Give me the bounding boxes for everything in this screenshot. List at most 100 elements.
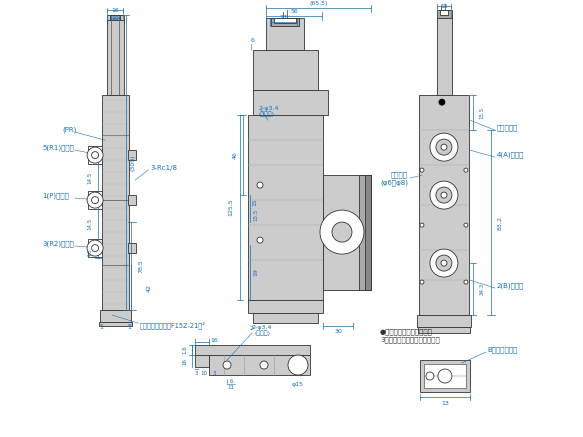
Bar (128, 195, 136, 205)
Text: (65.5): (65.5) (310, 1, 328, 6)
Circle shape (438, 369, 452, 383)
Bar (417, 315, 471, 327)
Text: 2(B)ポート: 2(B)ポート (497, 283, 524, 289)
Text: 4.5: 4.5 (87, 249, 93, 257)
Bar (420, 360, 470, 392)
Circle shape (92, 245, 99, 252)
Bar (107, 15, 124, 23)
Text: B側手動ボタン: B側手動ボタン (487, 347, 517, 354)
Bar (195, 355, 209, 367)
Text: (300): (300) (131, 154, 136, 171)
Circle shape (464, 223, 468, 227)
Text: 3: 3 (212, 371, 216, 375)
Bar (418, 327, 470, 333)
Circle shape (223, 361, 231, 369)
Text: 15.5: 15.5 (479, 107, 484, 119)
Circle shape (420, 168, 424, 172)
Text: 6: 6 (229, 378, 233, 384)
Circle shape (430, 181, 458, 209)
Circle shape (320, 210, 364, 254)
Text: 34.3: 34.3 (479, 283, 484, 295)
Text: 両用継手: 両用継手 (391, 172, 408, 178)
Circle shape (441, 144, 447, 150)
Text: 15: 15 (252, 198, 258, 206)
Text: 27: 27 (279, 15, 287, 20)
Text: 15: 15 (440, 3, 448, 9)
Bar (88, 146, 102, 164)
Circle shape (436, 187, 452, 203)
Bar (323, 175, 371, 290)
Bar (128, 243, 136, 253)
Text: φ15: φ15 (292, 382, 304, 386)
Bar (102, 95, 129, 310)
Bar (266, 18, 304, 50)
Text: 3ポジション、タンデムの場合: 3ポジション、タンデムの場合 (380, 337, 440, 343)
Circle shape (92, 197, 99, 204)
Text: 78.5: 78.5 (139, 259, 143, 273)
Text: 16: 16 (111, 8, 119, 13)
Circle shape (260, 361, 268, 369)
Text: 56: 56 (290, 9, 298, 14)
Text: 15.5: 15.5 (254, 209, 258, 221)
Circle shape (441, 260, 447, 266)
Text: 3: 3 (194, 371, 198, 375)
Text: 2: 2 (249, 326, 253, 330)
Circle shape (92, 152, 99, 159)
Bar (359, 175, 371, 290)
Text: 5(R1)ポート: 5(R1)ポート (42, 145, 74, 152)
Circle shape (426, 372, 434, 380)
Text: 1.6: 1.6 (182, 346, 188, 354)
Text: 手動ボタン: 手動ボタン (497, 125, 518, 132)
Text: 13: 13 (441, 401, 449, 406)
Text: 1: 1 (127, 325, 131, 329)
Bar (253, 313, 318, 323)
Bar (419, 95, 469, 315)
Circle shape (439, 99, 445, 105)
Bar (107, 20, 124, 95)
Bar (88, 191, 102, 209)
Bar (274, 18, 296, 23)
Text: 16: 16 (182, 357, 188, 364)
Bar (365, 175, 371, 290)
Text: (取付穴): (取付穴) (258, 111, 274, 117)
Text: 14.5: 14.5 (87, 218, 93, 230)
Circle shape (436, 139, 452, 155)
Bar (424, 364, 466, 388)
Text: 2-φ3.4: 2-φ3.4 (252, 325, 272, 329)
Text: 46: 46 (233, 151, 237, 159)
Bar (88, 239, 102, 257)
Circle shape (87, 240, 103, 256)
Bar (128, 150, 136, 160)
Bar (195, 345, 310, 355)
Circle shape (464, 280, 468, 284)
Circle shape (420, 223, 424, 227)
Text: 14.5: 14.5 (87, 171, 93, 184)
Text: 3-Rc1/8: 3-Rc1/8 (150, 165, 177, 171)
Bar (99, 322, 132, 326)
Bar (437, 10, 452, 18)
Circle shape (464, 168, 468, 172)
Bar (248, 115, 323, 300)
Text: (PR): (PR) (62, 127, 76, 133)
Circle shape (332, 222, 352, 242)
Circle shape (436, 255, 452, 271)
Text: 2-φ3.4: 2-φ3.4 (258, 106, 279, 111)
Circle shape (87, 192, 103, 208)
Text: 19: 19 (254, 268, 258, 276)
Text: 11: 11 (227, 385, 234, 389)
Bar (253, 90, 328, 115)
Text: 42: 42 (146, 284, 152, 291)
Text: 83.2: 83.2 (497, 215, 503, 229)
Text: (取付穴): (取付穴) (254, 330, 270, 336)
Bar (271, 18, 299, 26)
Bar (209, 355, 310, 375)
Bar (110, 15, 120, 20)
Circle shape (430, 249, 458, 277)
Circle shape (257, 182, 263, 188)
Text: 1: 1 (99, 325, 103, 329)
Text: 16: 16 (210, 337, 218, 343)
Text: 取付ブラケット（F15Z-21）²: 取付ブラケット（F15Z-21）² (140, 321, 206, 329)
Circle shape (87, 147, 103, 163)
Text: 1(P)ポート: 1(P)ポート (42, 193, 69, 199)
Bar (248, 300, 323, 313)
